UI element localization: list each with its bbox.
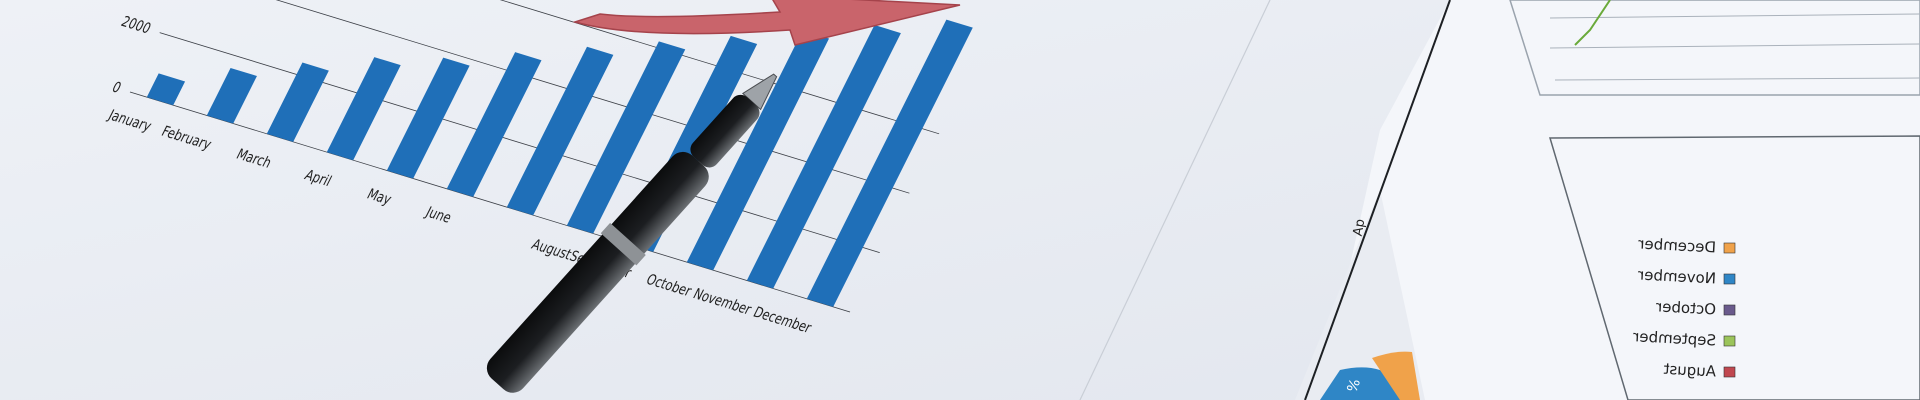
legend-swatch bbox=[1723, 335, 1736, 347]
bar bbox=[746, 25, 901, 289]
bar bbox=[806, 19, 973, 307]
bar bbox=[326, 57, 401, 161]
pen-barrel bbox=[486, 151, 709, 393]
paper-rule bbox=[1554, 77, 1920, 81]
x-tick-label: June bbox=[422, 204, 454, 227]
grid-line bbox=[189, 0, 910, 194]
legend-swatch bbox=[1723, 366, 1736, 378]
red-arrow bbox=[572, 0, 961, 46]
grid-line bbox=[159, 32, 880, 253]
bar bbox=[206, 67, 257, 124]
right-paper bbox=[1320, 0, 1920, 400]
legend-swatch bbox=[1723, 304, 1736, 316]
legend-swatch bbox=[1723, 242, 1736, 254]
fountain-pen bbox=[486, 73, 778, 393]
bar bbox=[686, 30, 830, 271]
legend-label: October bbox=[1655, 297, 1717, 318]
paper-rule bbox=[1549, 43, 1920, 49]
pie-percent: % bbox=[1344, 377, 1364, 395]
legend-label: September bbox=[1632, 327, 1717, 349]
legend-frame bbox=[1548, 135, 1920, 400]
mini-line bbox=[1574, 0, 1611, 46]
bar bbox=[146, 73, 186, 106]
pen-grip bbox=[690, 94, 760, 168]
paper-edge bbox=[1304, 0, 1451, 400]
grid-line bbox=[129, 91, 851, 313]
y-tick-label: 2000 bbox=[118, 14, 153, 38]
x-tick-label: May bbox=[364, 187, 394, 209]
bar-chart: 0200040006000JanuaryFebruaryMarchAprilMa… bbox=[105, 0, 973, 337]
x-tick-label: April bbox=[302, 168, 334, 191]
pie-slice bbox=[1320, 367, 1400, 400]
pie-slice bbox=[1372, 351, 1420, 400]
bar bbox=[566, 41, 686, 234]
right-paper-frame bbox=[1509, 0, 1920, 96]
bar bbox=[386, 57, 470, 179]
legend-label: August bbox=[1663, 360, 1716, 381]
bar bbox=[446, 52, 542, 197]
pie-paper bbox=[1295, 190, 1425, 400]
legend-label: December bbox=[1637, 234, 1716, 256]
legend-label: November bbox=[1637, 265, 1717, 287]
chart-frame bbox=[1079, 0, 1271, 400]
pie-label: Ap bbox=[1351, 218, 1369, 238]
bar bbox=[266, 62, 329, 142]
bar bbox=[506, 46, 614, 216]
paper-rule bbox=[1549, 13, 1920, 19]
legend-swatch bbox=[1723, 273, 1736, 285]
pen-ring bbox=[600, 222, 646, 266]
legend: December November October September August bbox=[1632, 234, 1736, 381]
